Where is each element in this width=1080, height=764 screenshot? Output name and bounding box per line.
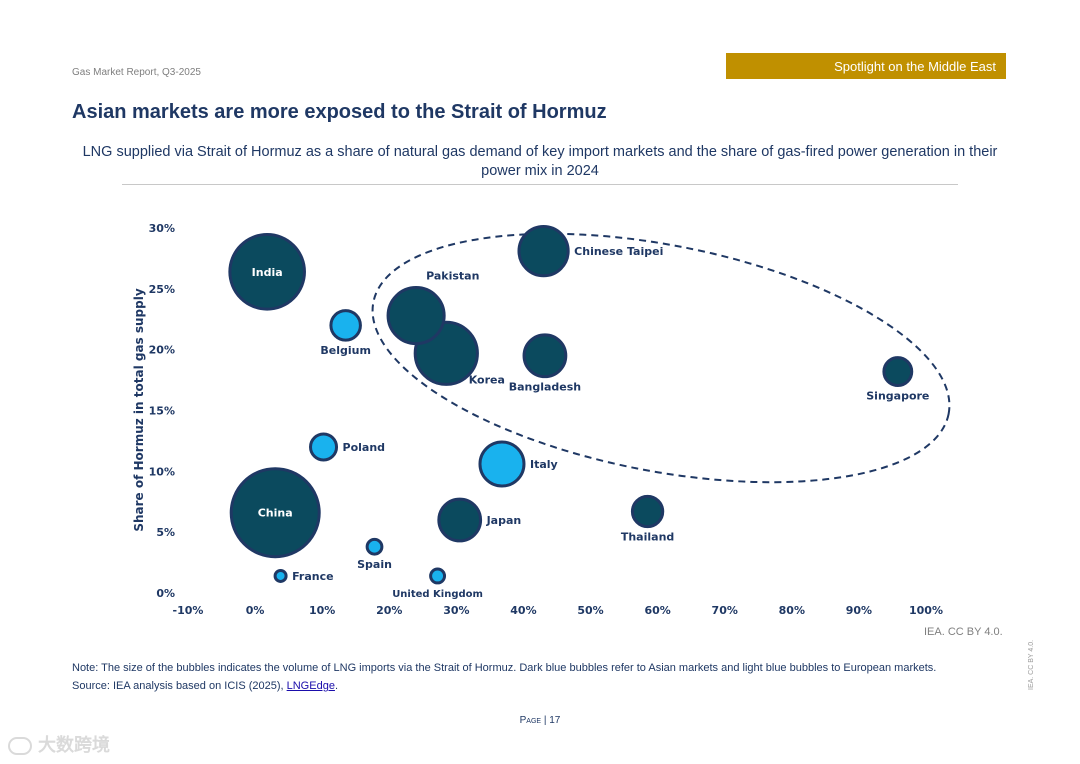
x-tick-label: 100% — [909, 604, 943, 617]
page-number: Page | 17 — [0, 715, 1080, 726]
data-label-bangladesh: Bangladesh — [509, 381, 581, 394]
spotlight-label: Spotlight on the Middle East — [834, 58, 996, 74]
bubble-france — [273, 568, 288, 583]
y-tick-label: 10% — [149, 465, 175, 478]
bubble-pakistan — [386, 286, 446, 346]
side-credit: IEA. CC BY 4.0. — [1028, 639, 1035, 690]
bubble-singapore — [882, 356, 914, 387]
chart-credit: IEA. CC BY 4.0. — [924, 626, 1003, 638]
page-title: Asian markets are more exposed to the St… — [72, 101, 607, 123]
x-tick-label: -10% — [173, 604, 204, 617]
source-prefix: Source: IEA analysis based on ICIS (2025… — [72, 680, 287, 692]
title-divider — [122, 184, 958, 185]
y-tick-label: 30% — [149, 222, 175, 235]
x-tick-label: 60% — [644, 604, 670, 617]
bubble-italy — [478, 440, 526, 488]
watermark: 大数跨境 — [8, 731, 110, 757]
report-name: Gas Market Report, Q3-2025 — [72, 67, 201, 78]
bubble-united-kingdom — [429, 567, 447, 585]
bubble-chinese-taipei — [517, 225, 570, 278]
bubble-poland — [309, 432, 339, 462]
x-tick-label: 70% — [712, 604, 738, 617]
note-text: Note: The size of the bubbles indicates … — [72, 662, 937, 674]
data-label-india: India — [252, 266, 283, 279]
bubble-belgium — [329, 309, 362, 342]
page-word: Page — [519, 715, 542, 726]
source-suffix: . — [334, 680, 338, 692]
data-label-belgium: Belgium — [320, 344, 371, 357]
bubble-thailand — [630, 494, 665, 529]
data-label-korea: Korea — [469, 374, 505, 387]
data-label-japan: Japan — [486, 514, 522, 527]
watermark-text: 大数跨境 — [38, 735, 110, 755]
y-tick-label: 15% — [149, 405, 175, 418]
data-label-united-kingdom: United Kingdom — [392, 589, 483, 600]
chart-note: Note: The size of the bubbles indicates … — [72, 659, 1002, 695]
data-label-italy: Italy — [530, 458, 558, 471]
chart-title: LNG supplied via Strait of Hormuz as a s… — [82, 144, 998, 179]
y-tick-label: 0% — [156, 587, 175, 600]
x-tick-label: 20% — [376, 604, 402, 617]
data-label-chinese-taipei: Chinese Taipei — [574, 245, 663, 258]
x-tick-label: 90% — [846, 604, 872, 617]
source-link[interactable]: LNGEdge — [286, 680, 335, 692]
data-label-poland: Poland — [343, 441, 386, 454]
bubble-china — [229, 467, 321, 559]
x-tick-label: 40% — [510, 604, 536, 617]
bubble-chart: 0% 5% 10% 15% 20% 25% 30% -10% 0% 10% 20% 30% 40% 50%… — [132, 222, 951, 617]
page-number-value: 17 — [549, 715, 561, 726]
y-tick-label: 20% — [149, 344, 175, 357]
x-tick-label: 80% — [779, 604, 805, 617]
y-tick-label: 5% — [156, 526, 175, 539]
x-tick-label: 10% — [309, 604, 335, 617]
data-label-spain: Spain — [357, 558, 392, 571]
y-tick-label: 25% — [149, 283, 175, 296]
y-axis-label: Share of Hormuz in total gas supply — [132, 288, 146, 532]
bubble-bangladesh — [522, 333, 568, 379]
data-label-thailand: Thailand — [621, 531, 674, 544]
data-label-singapore: Singapore — [866, 389, 929, 402]
data-label-china: China — [258, 507, 293, 520]
page-separator: | — [541, 715, 550, 726]
spotlight-banner: Spotlight on the Middle East — [726, 53, 1006, 79]
x-tick-label: 0% — [246, 604, 265, 617]
data-label-pakistan: Pakistan — [426, 270, 479, 283]
data-label-france: France — [292, 570, 333, 583]
x-tick-label: 50% — [577, 604, 603, 617]
bubble-india — [228, 232, 306, 311]
bubble-spain — [365, 537, 384, 556]
asia-cluster-ellipse — [371, 232, 951, 484]
watermark-logo-icon — [8, 737, 32, 756]
source-line: Source: IEA analysis based on ICIS (2025… — [72, 677, 1002, 695]
x-tick-label: 30% — [443, 604, 469, 617]
bubble-japan — [437, 497, 483, 543]
